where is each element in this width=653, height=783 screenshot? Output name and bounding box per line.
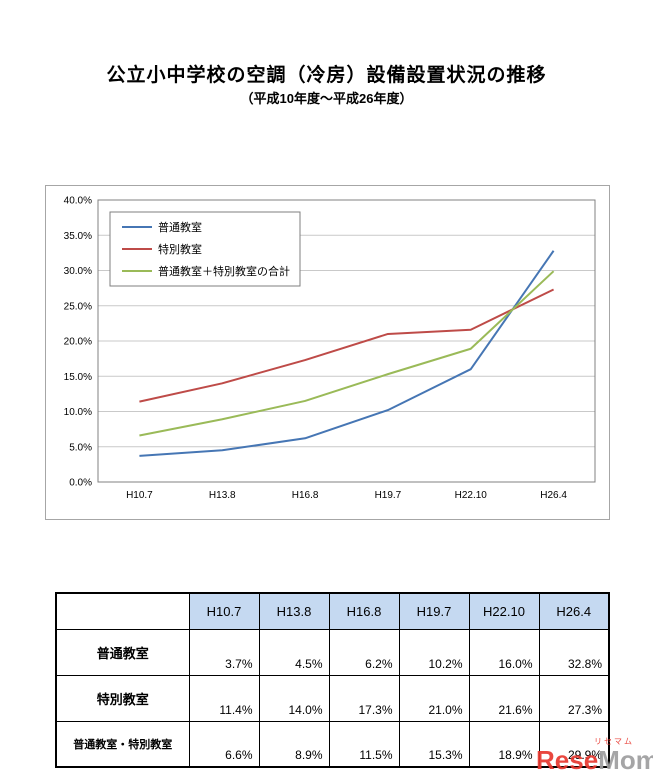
chart-svg: 0.0% 5.0% 10.0% 15.0% 20.0% 25.0% 30.0% 35.0% 40… [64, 196, 596, 501]
table-row-label: 普通教室・特別教室 [55, 720, 190, 768]
table-cell: 14.0% [258, 674, 330, 722]
table-cell: 32.8% [538, 628, 610, 676]
plot-border [97, 199, 596, 483]
series-line [139, 250, 555, 457]
legend-label: 特別教室 [158, 242, 202, 256]
table-cell: 6.2% [328, 628, 400, 676]
table-column-header: H22.10 [468, 592, 540, 630]
legend-label: 普通教室 [158, 220, 202, 234]
y-tick-label: 35.0% [64, 231, 92, 242]
table-cell: 10.2% [398, 628, 470, 676]
y-tick-label: 30.0% [64, 266, 92, 277]
series-line [139, 288, 555, 403]
x-tick-label: H26.4 [540, 490, 567, 501]
table-cell: 4.5% [258, 628, 330, 676]
table-column-header: H26.4 [538, 592, 610, 630]
table-row-label: 普通教室 [55, 628, 190, 676]
table-row: 普通教室 3.7% 4.5% 6.2% 10.2% 16.0% 32.8% [55, 628, 610, 676]
y-tick-label: 10.0% [64, 407, 92, 418]
x-tick-label: H10.7 [126, 490, 153, 501]
x-tick-label: H13.8 [209, 490, 236, 501]
y-tick-label: 40.0% [64, 196, 92, 207]
y-tick-label: 25.0% [64, 301, 92, 312]
table-cell: 17.3% [328, 674, 400, 722]
table-cell: 11.5% [328, 720, 400, 768]
table-cell: 29.9% [538, 720, 610, 768]
table-row: 普通教室・特別教室 6.6% 8.9% 11.5% 15.3% 18.9% 29.9% [55, 720, 610, 768]
y-tick-label: 20.0% [64, 337, 92, 348]
series-line [139, 270, 555, 437]
table-column-header: H13.8 [258, 592, 330, 630]
table-column-header: H19.7 [398, 592, 470, 630]
table-column-header: H10.7 [188, 592, 260, 630]
page-subtitle: （平成10年度～平成26年度） [240, 91, 413, 106]
table-cell: 21.0% [398, 674, 470, 722]
table-row-label: 特別教室 [55, 674, 190, 722]
table-cell: 8.9% [258, 720, 330, 768]
data-table: H10.7 H13.8 H16.8 H19.7 H22.10 H26.4 普通教室 3.7% 4… [55, 592, 610, 768]
y-tick-label: 5.0% [69, 442, 92, 453]
x-tick-label: H19.7 [375, 490, 402, 501]
table-header-row: H10.7 H13.8 H16.8 H19.7 H22.10 H26.4 [55, 592, 610, 630]
table-cell: 16.0% [468, 628, 540, 676]
table-cell: 18.9% [468, 720, 540, 768]
table-corner-cell [55, 592, 190, 630]
x-tick-label: H22.10 [455, 490, 488, 501]
y-tick-label: 0.0% [69, 478, 92, 489]
table-cell: 3.7% [188, 628, 260, 676]
line-chart: 0.0% 5.0% 10.0% 15.0% 20.0% 25.0% 30.0% 35.0% 40… [45, 185, 610, 520]
x-tick-label: H16.8 [292, 490, 319, 501]
table-cell: 11.4% [188, 674, 260, 722]
table-column-header: H16.8 [328, 592, 400, 630]
table-cell: 15.3% [398, 720, 470, 768]
y-tick-label: 15.0% [64, 372, 92, 383]
table-cell: 6.6% [188, 720, 260, 768]
legend-label: 普通教室＋特別教室の合計 [158, 264, 290, 278]
table-cell: 21.6% [468, 674, 540, 722]
table-row: 特別教室 11.4% 14.0% 17.3% 21.0% 21.6% 27.3% [55, 674, 610, 722]
table-cell: 27.3% [538, 674, 610, 722]
page-title: 公立小中学校の空調（冷房）設備設置状況の推移 [106, 65, 547, 86]
data-table-wrapper: H10.7 H13.8 H16.8 H19.7 H22.10 H26.4 普通教室 3.7% 4… [55, 592, 610, 768]
